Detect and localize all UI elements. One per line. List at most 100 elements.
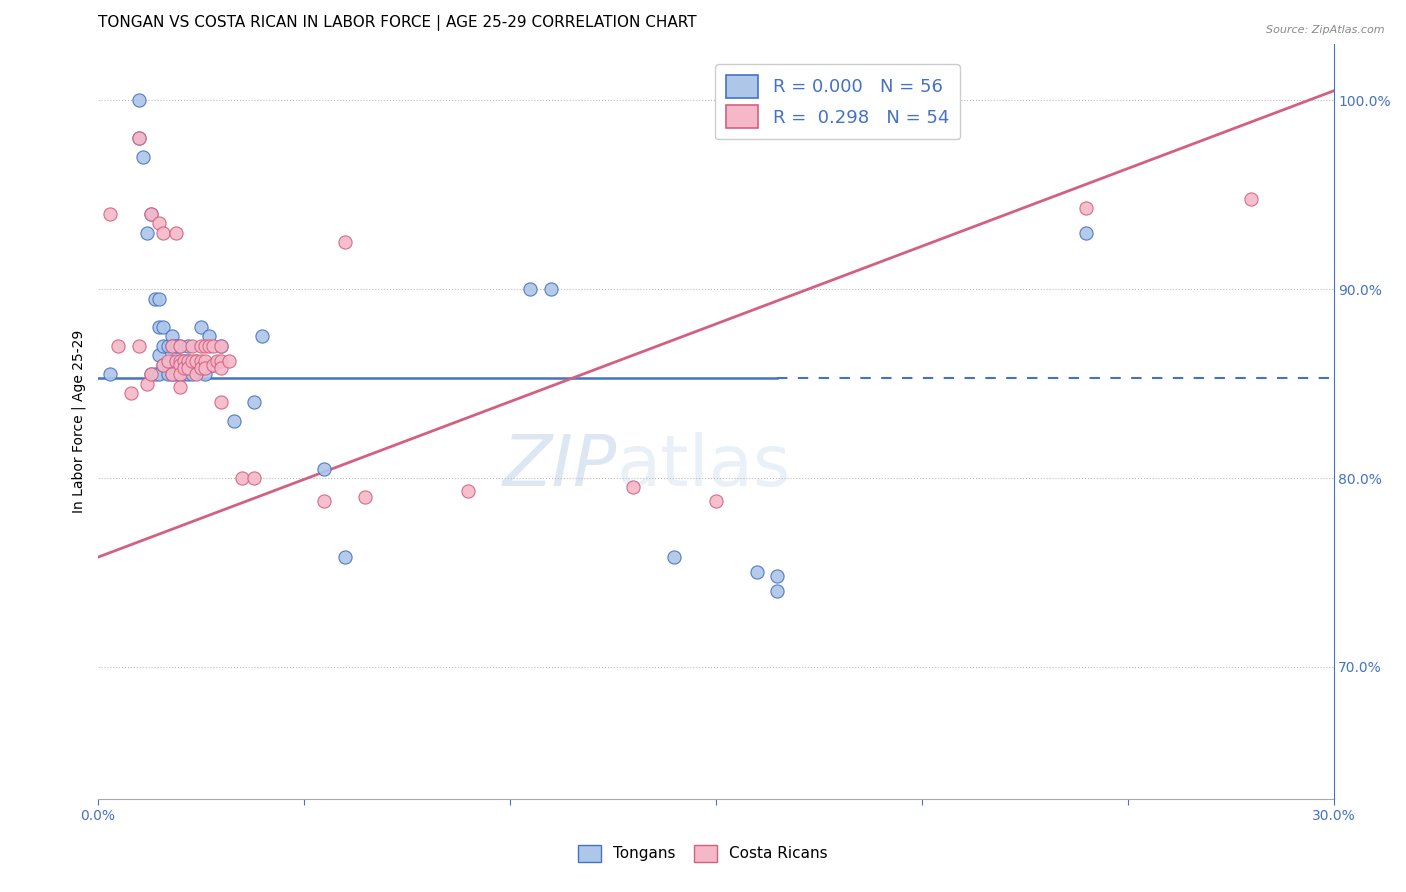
Text: atlas: atlas <box>617 433 792 501</box>
Point <box>136 376 159 391</box>
Text: Source: ZipAtlas.com: Source: ZipAtlas.com <box>1267 25 1385 35</box>
Point <box>333 550 356 565</box>
Point <box>128 131 150 145</box>
Point <box>152 339 174 353</box>
Point <box>160 339 183 353</box>
Point <box>186 354 208 368</box>
Point <box>139 206 162 220</box>
Point <box>169 339 191 353</box>
Point <box>173 367 195 381</box>
Point <box>98 206 121 220</box>
Point <box>181 367 204 381</box>
Point <box>165 226 187 240</box>
Point <box>1240 192 1263 206</box>
Point <box>540 282 562 296</box>
Legend: Tongans, Costa Ricans: Tongans, Costa Ricans <box>572 838 834 868</box>
Text: ZIP: ZIP <box>502 433 617 501</box>
Point <box>177 354 200 368</box>
Point <box>243 471 266 485</box>
Point <box>181 358 204 372</box>
Point <box>136 226 159 240</box>
Point <box>132 150 155 164</box>
Point <box>222 414 245 428</box>
Point <box>314 493 336 508</box>
Point <box>190 361 212 376</box>
Point <box>107 339 129 353</box>
Point <box>186 354 208 368</box>
Point <box>169 358 191 372</box>
Point <box>194 367 217 381</box>
Point <box>143 367 166 381</box>
Point <box>152 358 174 372</box>
Point <box>766 569 789 583</box>
Point <box>190 339 212 353</box>
Point <box>128 93 150 107</box>
Point <box>165 354 187 368</box>
Point <box>120 386 142 401</box>
Point <box>704 493 727 508</box>
Point <box>160 367 183 381</box>
Point <box>165 339 187 353</box>
Point <box>177 361 200 376</box>
Point <box>139 367 162 381</box>
Point <box>190 320 212 334</box>
Point <box>177 367 200 381</box>
Point <box>156 358 179 372</box>
Point <box>98 367 121 381</box>
Point <box>165 367 187 381</box>
Point <box>621 480 644 494</box>
Point <box>169 367 191 381</box>
Point <box>181 354 204 368</box>
Point <box>194 339 217 353</box>
Point <box>169 339 191 353</box>
Point <box>1076 201 1098 215</box>
Point <box>243 395 266 409</box>
Point <box>128 131 150 145</box>
Point <box>205 354 228 368</box>
Point <box>169 380 191 394</box>
Point <box>333 235 356 249</box>
Point <box>139 367 162 381</box>
Point <box>169 354 191 368</box>
Point <box>231 471 253 485</box>
Point <box>148 348 170 362</box>
Point <box>148 216 170 230</box>
Point <box>169 367 191 381</box>
Point <box>143 292 166 306</box>
Point <box>148 292 170 306</box>
Point <box>664 550 686 565</box>
Point <box>209 354 232 368</box>
Point <box>160 354 183 368</box>
Point <box>177 339 200 353</box>
Point <box>252 329 274 343</box>
Point <box>173 354 195 368</box>
Point <box>173 361 195 376</box>
Point <box>156 339 179 353</box>
Point <box>173 354 195 368</box>
Point <box>152 226 174 240</box>
Point <box>156 367 179 381</box>
Point <box>201 358 224 372</box>
Point <box>314 461 336 475</box>
Point <box>209 339 232 353</box>
Point <box>160 339 183 353</box>
Point <box>169 354 191 368</box>
Point <box>177 354 200 368</box>
Point <box>209 361 232 376</box>
Point <box>457 484 479 499</box>
Point <box>194 361 217 376</box>
Point <box>218 354 240 368</box>
Point <box>1076 226 1098 240</box>
Point <box>152 320 174 334</box>
Point <box>160 367 183 381</box>
Point <box>190 354 212 368</box>
Point <box>745 566 768 580</box>
Point <box>766 584 789 599</box>
Point <box>148 367 170 381</box>
Point <box>160 329 183 343</box>
Point <box>197 329 219 343</box>
Point <box>181 339 204 353</box>
Point <box>139 206 162 220</box>
Point <box>186 367 208 381</box>
Point <box>165 339 187 353</box>
